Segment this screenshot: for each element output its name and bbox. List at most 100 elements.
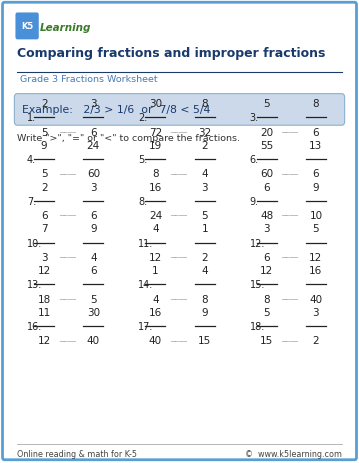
Text: 12: 12: [149, 252, 162, 263]
Text: 3: 3: [201, 182, 208, 192]
Text: 60: 60: [87, 169, 100, 179]
Text: 3: 3: [41, 252, 47, 263]
Text: 5: 5: [264, 99, 270, 109]
Text: 1.: 1.: [27, 113, 36, 123]
Text: ____: ____: [59, 207, 76, 216]
Text: 8.: 8.: [138, 196, 147, 206]
Text: 11.: 11.: [138, 238, 153, 248]
Text: 3: 3: [90, 182, 97, 192]
Text: 3: 3: [90, 99, 97, 109]
Text: 32: 32: [198, 127, 211, 138]
Text: 10: 10: [309, 211, 322, 221]
Text: 40: 40: [149, 336, 162, 346]
Text: 8: 8: [152, 169, 159, 179]
Text: ____: ____: [59, 290, 76, 299]
Text: Comparing fractions and improper fractions: Comparing fractions and improper fractio…: [17, 47, 326, 60]
Text: K5: K5: [21, 22, 33, 31]
Text: ____: ____: [59, 249, 76, 257]
Text: ____: ____: [170, 165, 187, 174]
Text: 16: 16: [149, 307, 162, 317]
Text: 2: 2: [201, 140, 208, 150]
Text: 16: 16: [309, 265, 322, 275]
Text: 11: 11: [38, 307, 51, 317]
Text: 4: 4: [90, 252, 97, 263]
Text: 3: 3: [264, 224, 270, 234]
Text: 12: 12: [260, 265, 273, 275]
Text: 6.: 6.: [250, 155, 258, 165]
Text: Online reading & math for K-5: Online reading & math for K-5: [17, 449, 137, 458]
Text: 2: 2: [41, 182, 47, 192]
Text: 40: 40: [309, 294, 322, 304]
Text: 5: 5: [41, 127, 47, 138]
Text: 12: 12: [38, 265, 51, 275]
Text: 40: 40: [87, 336, 100, 346]
Text: 4: 4: [201, 265, 208, 275]
Text: 24: 24: [87, 140, 100, 150]
Text: 15: 15: [260, 336, 273, 346]
Text: 6: 6: [313, 127, 319, 138]
Text: 15: 15: [198, 336, 211, 346]
Text: 5: 5: [313, 224, 319, 234]
Text: 4.: 4.: [27, 155, 36, 165]
Text: ____: ____: [170, 249, 187, 257]
Text: 16: 16: [149, 182, 162, 192]
Text: 10.: 10.: [27, 238, 42, 248]
Text: 18: 18: [38, 294, 51, 304]
Text: 13: 13: [309, 140, 322, 150]
Text: 8: 8: [201, 99, 208, 109]
Text: 1: 1: [201, 224, 208, 234]
Text: 9: 9: [90, 224, 97, 234]
Text: ____: ____: [281, 249, 299, 257]
Text: 55: 55: [260, 140, 273, 150]
Text: 9: 9: [201, 307, 208, 317]
Text: 8: 8: [264, 294, 270, 304]
Text: ____: ____: [281, 165, 299, 174]
Text: 3: 3: [313, 307, 319, 317]
Text: 30: 30: [87, 307, 100, 317]
Text: 6: 6: [90, 265, 97, 275]
Text: 5: 5: [41, 169, 47, 179]
Text: 30: 30: [149, 99, 162, 109]
Text: 9: 9: [313, 182, 319, 192]
Text: ____: ____: [281, 124, 299, 132]
Text: 18.: 18.: [250, 321, 265, 332]
Text: 5: 5: [201, 211, 208, 221]
Text: 20: 20: [260, 127, 273, 138]
Text: 2: 2: [201, 252, 208, 263]
Text: 4: 4: [201, 169, 208, 179]
Text: 60: 60: [260, 169, 273, 179]
Text: 5: 5: [90, 294, 97, 304]
Text: ____: ____: [59, 165, 76, 174]
Text: 8: 8: [313, 99, 319, 109]
Text: Learning: Learning: [40, 23, 92, 33]
Text: 15.: 15.: [250, 280, 265, 290]
Text: 9.: 9.: [250, 196, 258, 206]
Text: Grade 3 Fractions Worksheet: Grade 3 Fractions Worksheet: [20, 75, 157, 84]
Text: 6: 6: [313, 169, 319, 179]
Text: 24: 24: [149, 211, 162, 221]
Text: ____: ____: [281, 207, 299, 216]
Text: 48: 48: [260, 211, 273, 221]
Text: 2: 2: [41, 99, 47, 109]
Text: 16.: 16.: [27, 321, 42, 332]
Text: 19: 19: [149, 140, 162, 150]
Text: ____: ____: [170, 124, 187, 132]
Text: ____: ____: [281, 290, 299, 299]
Text: 12: 12: [38, 336, 51, 346]
Text: 12: 12: [309, 252, 322, 263]
Text: 14.: 14.: [138, 280, 153, 290]
Text: 7.: 7.: [27, 196, 36, 206]
Text: 2: 2: [313, 336, 319, 346]
Text: 6: 6: [90, 211, 97, 221]
Text: 72: 72: [149, 127, 162, 138]
Text: Example:   2/3 > 1/6  or  7/8 < 5/4: Example: 2/3 > 1/6 or 7/8 < 5/4: [22, 105, 211, 115]
Text: 17.: 17.: [138, 321, 154, 332]
Text: Write ">", "=" or "<" to compare the fractions.: Write ">", "=" or "<" to compare the fra…: [17, 134, 240, 143]
FancyBboxPatch shape: [14, 94, 345, 126]
Text: ____: ____: [59, 124, 76, 132]
Text: 5: 5: [264, 307, 270, 317]
Text: ____: ____: [59, 332, 76, 341]
Text: 5.: 5.: [138, 155, 148, 165]
Text: 6: 6: [264, 182, 270, 192]
Text: 4: 4: [152, 224, 159, 234]
